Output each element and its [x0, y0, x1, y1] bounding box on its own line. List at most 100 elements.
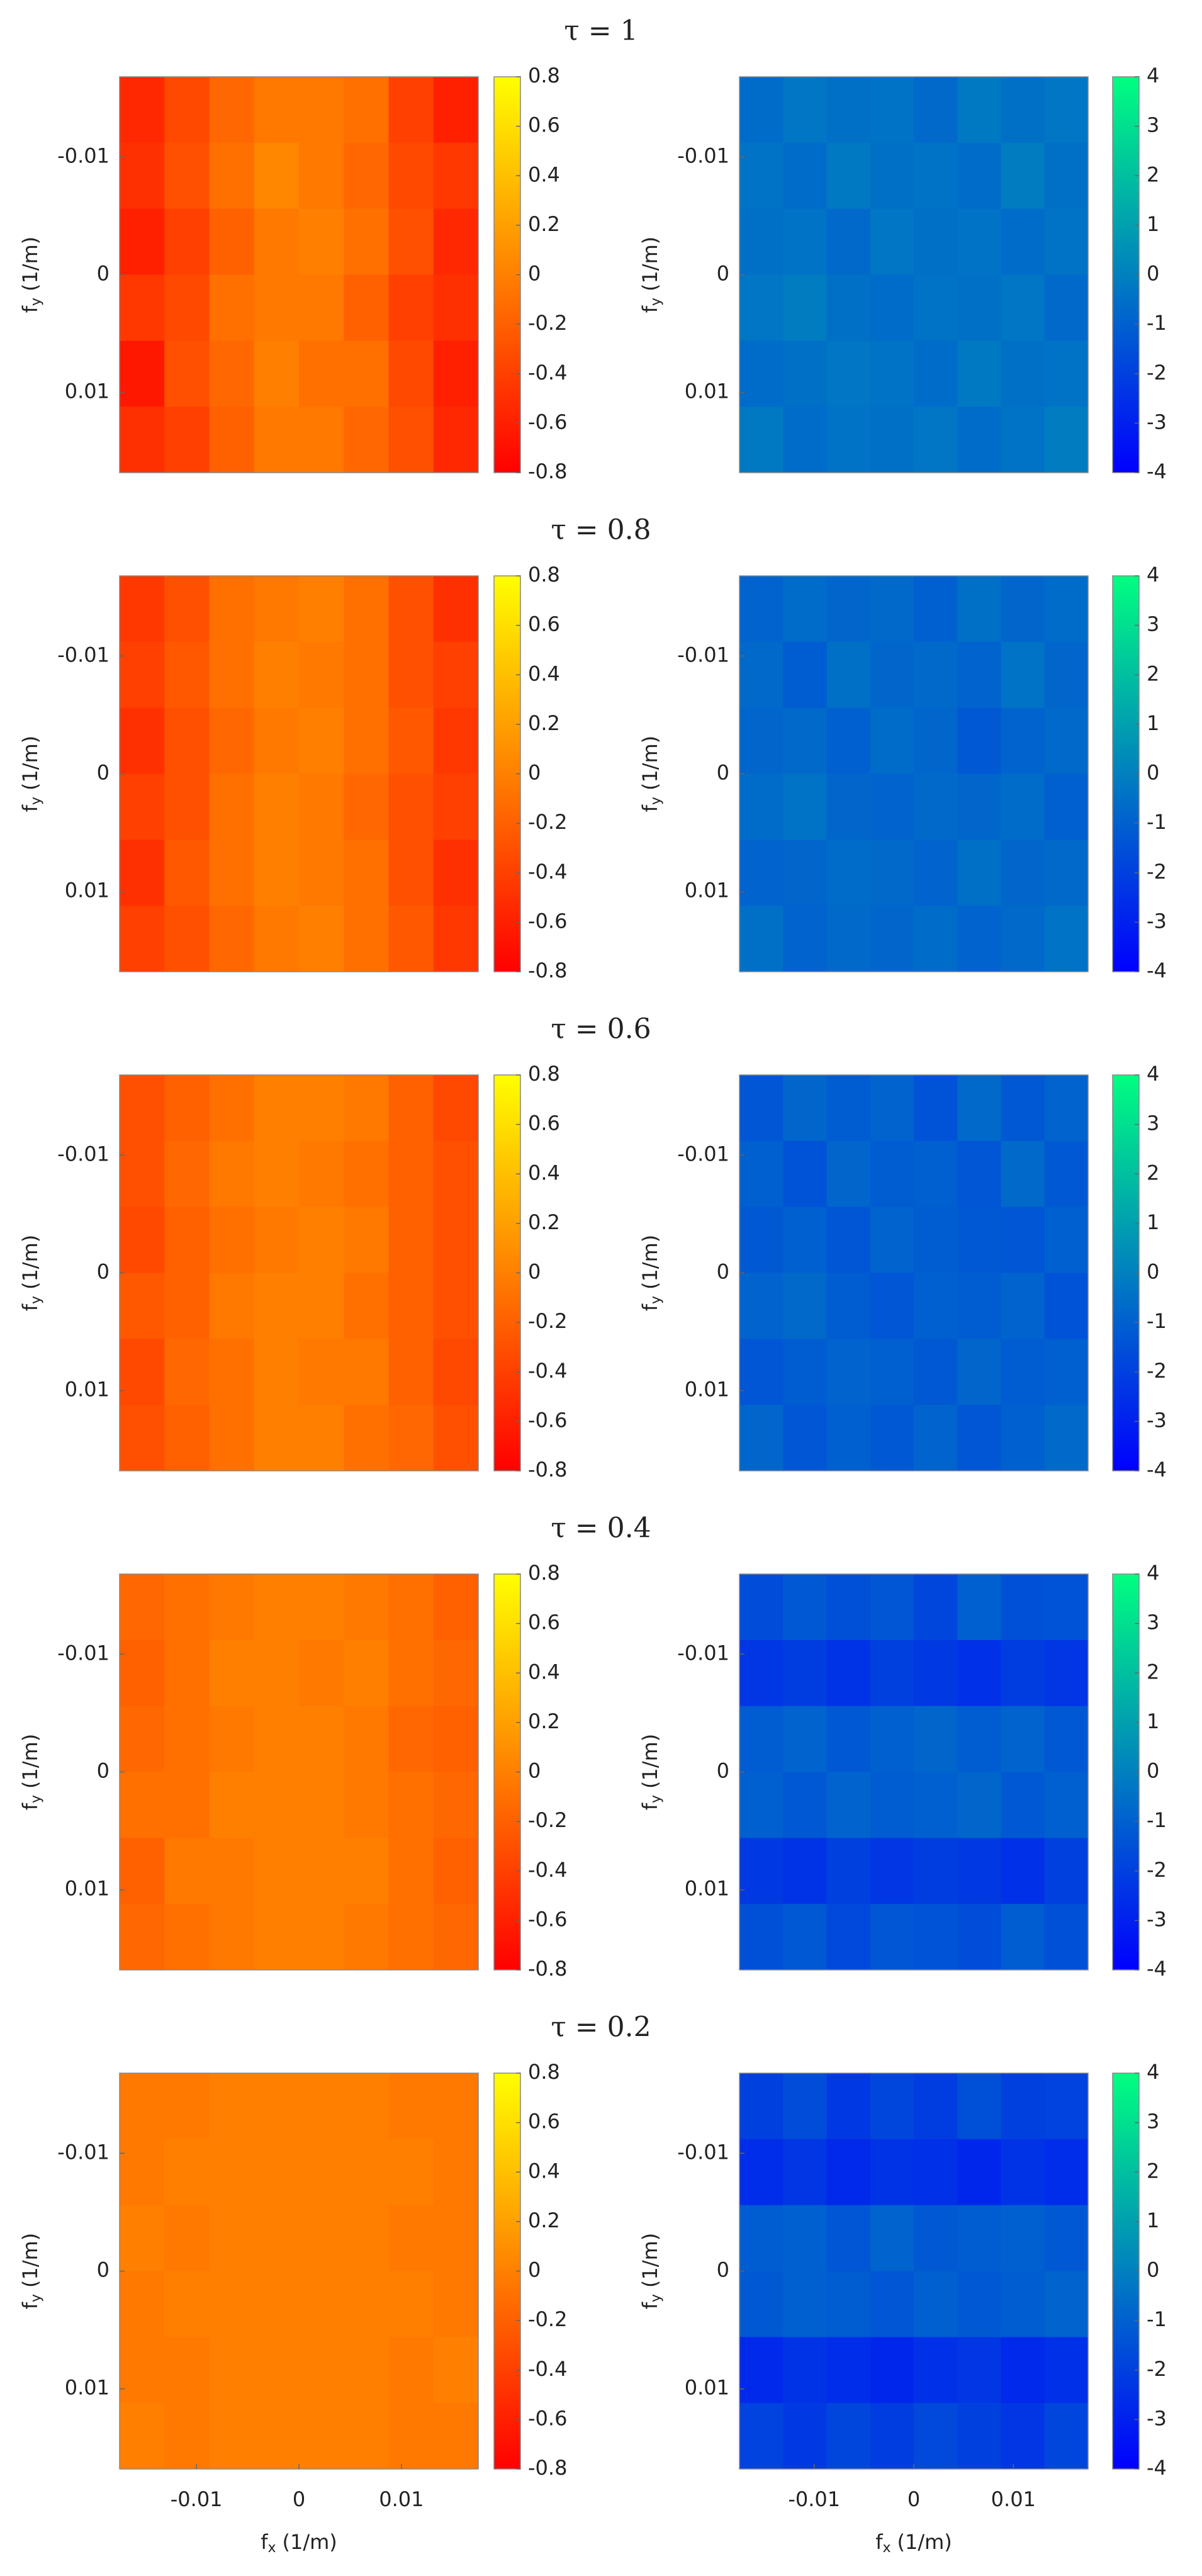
heat-cell [299, 1273, 344, 1339]
heat-cell [164, 576, 210, 643]
colorbar-tick-label: -3 [1147, 2406, 1167, 2430]
heat-cell [957, 1273, 1001, 1339]
y-axis-label-main: f [18, 804, 42, 812]
y-tick-label: -0.01 [677, 1142, 729, 1166]
heat-cell [914, 773, 958, 840]
colorbar-tick-label: 0.2 [528, 1709, 560, 1733]
colorbar-tick-label: 0 [1147, 262, 1159, 286]
heat-cell [388, 773, 434, 840]
heat-cell [1044, 1140, 1089, 1208]
heat-cell [120, 1273, 165, 1339]
x-tick-label: 0.01 [379, 2487, 424, 2511]
heat-cell [164, 1904, 210, 1971]
heat-cell [388, 576, 434, 643]
heat-cell [120, 1140, 165, 1208]
heat-cell [299, 1075, 344, 1142]
heat-cell [120, 2205, 165, 2271]
heat-cell [826, 840, 871, 906]
heat-cell [388, 840, 434, 906]
y-tick-label: -0.01 [677, 2140, 729, 2164]
heat-cell [1001, 1140, 1045, 1208]
heat-cell [388, 707, 434, 774]
heat-cell [209, 1140, 255, 1208]
heat-cell [870, 407, 914, 473]
colorbar-tick-label: -2 [1147, 2357, 1167, 2381]
heat-cell [120, 2271, 165, 2337]
heat-cell [739, 1339, 784, 1405]
colorbar-tick-label: -2 [1147, 860, 1167, 884]
heat-cell [120, 274, 165, 341]
colorbar-tick-label: 3 [1147, 612, 1159, 636]
y-tick-label: -0.01 [57, 1142, 110, 1166]
heat-cell [344, 1706, 389, 1772]
heat-cell [826, 2271, 871, 2337]
heat-cell [254, 77, 300, 143]
y-axis-label-unit: (1/m) [18, 237, 42, 291]
heat-cell [826, 1574, 871, 1641]
heat-cell [164, 2139, 210, 2206]
heat-cell [826, 2205, 871, 2271]
heat-cell [739, 407, 784, 473]
heat-cell [739, 2073, 784, 2140]
heat-cell [388, 1706, 434, 1772]
heat-cell [120, 773, 165, 840]
heat-cell [344, 1140, 389, 1208]
heat-cell [870, 1206, 914, 1273]
x-axis-label: fx (1/m) [875, 2530, 952, 2556]
heat-cell [1044, 142, 1089, 210]
heat-cell [344, 1640, 389, 1707]
heat-cell [388, 2337, 434, 2404]
heat-cell [388, 2271, 434, 2337]
heat-cell [344, 707, 389, 774]
x-axis-label-main: f [261, 2530, 268, 2554]
heat-cell [120, 906, 165, 972]
heat-cell [1044, 77, 1089, 143]
heat-cell [433, 407, 479, 473]
heat-cell [957, 1574, 1001, 1641]
heat-cell [826, 208, 871, 275]
heat-cell [254, 407, 300, 473]
heat-cell [164, 1339, 210, 1405]
heat-cell [914, 1075, 958, 1142]
heat-cell [120, 1706, 165, 1772]
heat-cell [344, 1273, 389, 1339]
heat-cell [1001, 2139, 1045, 2206]
heat-cell [826, 906, 871, 972]
heat-cell [826, 1339, 871, 1405]
heat-cell [826, 2073, 871, 2140]
heat-cell [957, 2073, 1001, 2140]
heat-cell [870, 1405, 914, 1471]
colorbar-tick-label: -0.2 [528, 810, 567, 834]
heat-cell [120, 1904, 165, 1971]
heat-cell [957, 707, 1001, 774]
colorbar-tick-label: -0.6 [528, 1408, 567, 1432]
panel-title: τ = 0.8 [551, 514, 651, 546]
heat-cell [254, 340, 300, 407]
heat-cell [1044, 1904, 1089, 1971]
heat-cell [739, 2403, 784, 2470]
y-axis-label-main: f [638, 804, 662, 812]
heat-cell [1001, 641, 1045, 709]
y-axis-label-sub: y [28, 1795, 44, 1803]
heat-cell [299, 407, 344, 473]
heat-cell [1001, 1273, 1045, 1339]
heat-cell [120, 340, 165, 407]
heat-cell [1044, 2205, 1089, 2271]
heat-cell [433, 576, 479, 643]
x-tick-label: 0 [293, 2487, 305, 2511]
heat-cell [209, 2205, 255, 2271]
colorbar-tick-label: 2 [1147, 162, 1159, 186]
heat-cell [1001, 208, 1045, 275]
heat-cell [254, 142, 300, 210]
heat-cell [1044, 707, 1089, 774]
heat-cell [388, 1838, 434, 1904]
heat-cell [433, 641, 479, 709]
y-axis-label: fy (1/m) [18, 2233, 44, 2310]
heat-cell [914, 340, 958, 407]
heat-cell [870, 1838, 914, 1904]
colorbar-tick-label: 0 [1147, 1759, 1159, 1783]
heat-cell [783, 840, 827, 906]
colorbar-tick-label: 0.8 [528, 1062, 560, 1086]
heat-cell [1044, 2337, 1089, 2404]
y-axis-label: fy (1/m) [638, 1235, 664, 1312]
